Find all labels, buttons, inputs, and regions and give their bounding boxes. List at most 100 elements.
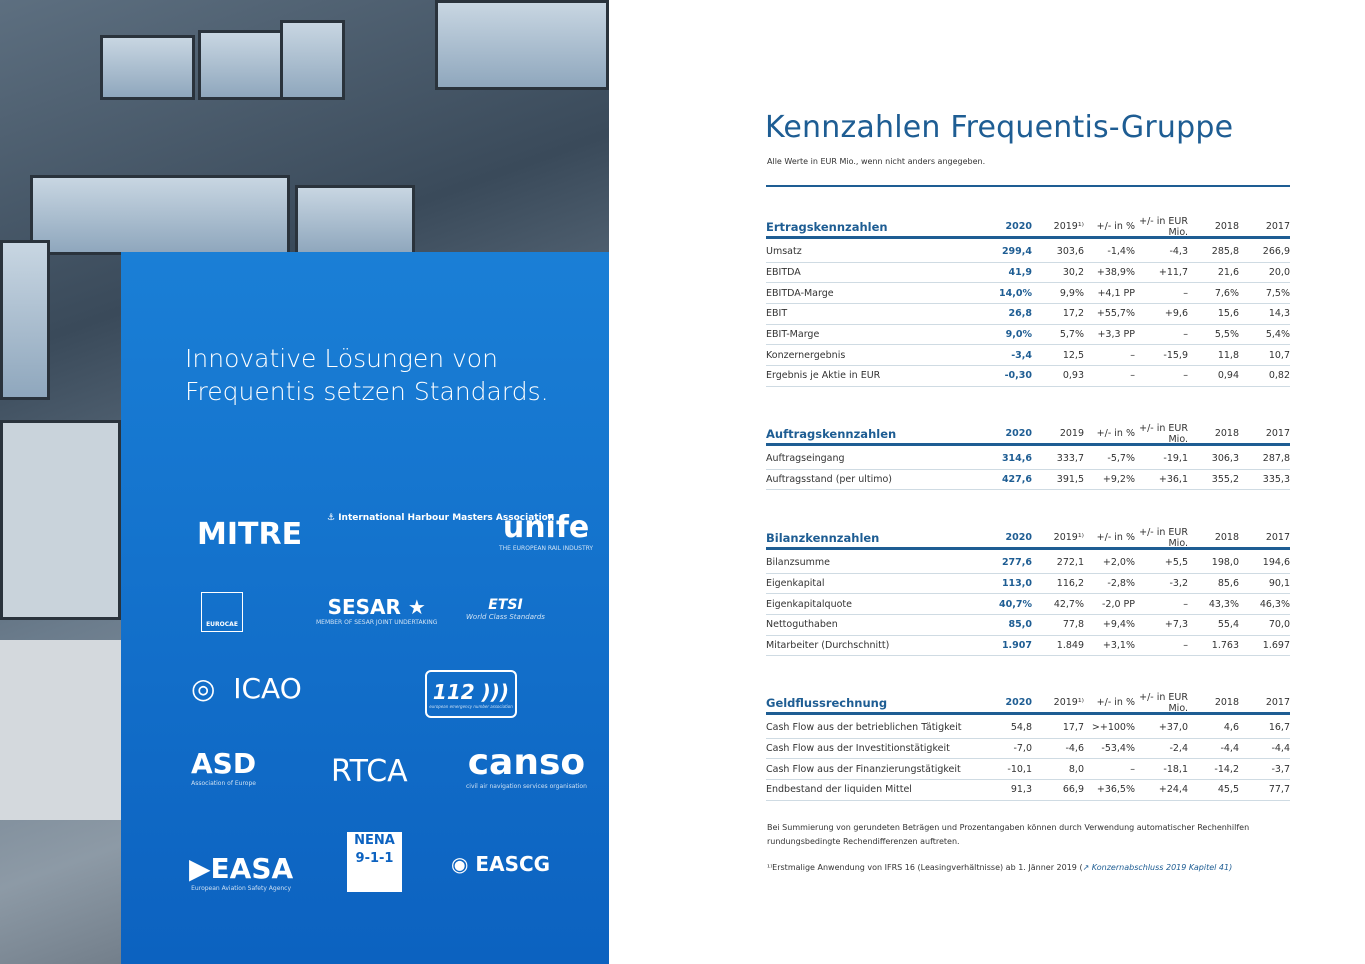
section-title: Auftragskennzahlen	[766, 426, 897, 441]
cell-value: –	[1130, 763, 1135, 775]
sesar-logo: SESAR ★ MEMBER OF SESAR JOINT UNDERTAKING	[316, 595, 438, 626]
column-header: 2017	[1265, 221, 1290, 232]
row-label: Mitarbeiter (Durchschnitt)	[766, 640, 890, 652]
keyboard	[0, 640, 121, 820]
cell-value: 5,4%	[1265, 329, 1290, 341]
column-header: 2018	[1214, 697, 1239, 708]
cell-value: 70,0	[1268, 619, 1290, 631]
cell-value: 66,9	[1062, 784, 1084, 796]
cell-value: 10,7	[1268, 349, 1290, 361]
cell-value: +7,3	[1164, 619, 1188, 631]
cell-value: 12,5	[1062, 349, 1084, 361]
column-header: 2020	[1005, 221, 1032, 232]
cell-value: 116,2	[1056, 578, 1084, 590]
section-title: Bilanzkennzahlen	[766, 530, 880, 545]
tagline-line: Innovative Lösungen von	[185, 344, 498, 373]
video-wall	[435, 0, 609, 90]
cell-value: -4,4	[1220, 743, 1239, 755]
cell-value: 335,3	[1262, 474, 1290, 486]
column-header: 2019¹⁾	[1053, 697, 1084, 708]
cell-value: +3,1%	[1102, 640, 1135, 652]
cell-value: +24,4	[1158, 784, 1188, 796]
cell-value: 40,7%	[999, 598, 1032, 610]
cell-value: -18,1	[1163, 763, 1188, 775]
cell-value: 1.907	[1001, 640, 1032, 652]
harbour-masters-logo: ⚓ International Harbour Masters Associat…	[327, 513, 555, 523]
cell-value: -1,4%	[1107, 246, 1135, 258]
monitor	[0, 240, 50, 400]
cell-value: 46,3%	[1259, 598, 1290, 610]
column-header: 2020	[1005, 428, 1032, 439]
cell-value: -0,30	[1004, 370, 1032, 382]
table-row: Konzernergebnis -3,4 12,5 – -15,9 11,8 10,7	[766, 345, 1290, 367]
cell-value: 0,82	[1268, 370, 1290, 382]
table-row: Cash Flow aus der betrieblichen Tätigkei…	[766, 718, 1290, 739]
table-row: Auftragsstand (per ultimo) 427,6 391,5 +9,2…	[766, 470, 1290, 491]
cell-value: 77,7	[1268, 784, 1290, 796]
tagline: Innovative Lösungen von Frequentis setze…	[185, 342, 549, 408]
cell-value: 4,6	[1223, 722, 1239, 734]
cell-value: 0,94	[1217, 370, 1239, 382]
112-logo: 112 ))) european emergency number associa…	[425, 670, 517, 718]
row-label: Eigenkapitalquote	[766, 598, 852, 610]
column-header: +/- in %	[1096, 221, 1135, 232]
table-row: Auftragseingang 314,6 333,7 -5,7% -19,1 306,3…	[766, 449, 1290, 470]
column-header: 2018	[1214, 532, 1239, 543]
table-ertragskennzahlen: Ertragskennzahlen 2020 2019¹⁾ +/- in % +/- i…	[766, 216, 1290, 387]
laptop-screen	[0, 420, 121, 620]
mitre-logo: MITRE	[197, 517, 303, 552]
row-label: EBITDA	[766, 267, 801, 279]
row-label: EBIT-Marge	[766, 329, 820, 341]
table-header: Bilanzkennzahlen 2020 2019¹⁾ +/- in % +/- in…	[766, 527, 1290, 550]
cell-value: 20,0	[1268, 267, 1290, 279]
row-label: Endbestand der liquiden Mittel	[766, 784, 912, 796]
column-header: 2017	[1265, 428, 1290, 439]
cell-value: 11,8	[1217, 349, 1239, 361]
monitor	[295, 185, 415, 255]
cell-value: 198,0	[1211, 557, 1239, 569]
page-title: Kennzahlen Frequentis-Gruppe	[765, 110, 1234, 145]
cell-value: 7,5%	[1265, 287, 1290, 299]
cell-value: -5,7%	[1107, 453, 1135, 465]
cell-value: 1.763	[1211, 640, 1239, 652]
cell-value: 43,3%	[1208, 598, 1239, 610]
cell-value: -2,0 PP	[1101, 598, 1135, 610]
cell-value: -15,9	[1163, 349, 1188, 361]
cell-value: +11,7	[1158, 267, 1188, 279]
cell-value: 15,6	[1217, 308, 1239, 320]
column-header: 2018	[1214, 428, 1239, 439]
table-auftragskennzahlen: Auftragskennzahlen 2020 2019 +/- in % +/- in…	[766, 422, 1290, 491]
cell-value: 5,7%	[1059, 329, 1084, 341]
column-header: +/- in EUR Mio.	[1139, 422, 1188, 445]
table-row: Umsatz 299,4 303,6 -1,4% -4,3 285,8 266,9	[766, 242, 1290, 263]
section-title: Geldflussrechnung	[766, 695, 888, 710]
cell-value: 299,4	[1001, 246, 1032, 258]
cell-value: 45,5	[1217, 784, 1239, 796]
table-row: Bilanzsumme 277,6 272,1 +2,0% +5,5 198,0 194,6	[766, 553, 1290, 574]
cell-value: –	[1183, 329, 1188, 341]
cell-value: 287,8	[1262, 453, 1290, 465]
column-header: +/- in %	[1096, 428, 1135, 439]
cell-value: -4,4	[1271, 743, 1290, 755]
eascg-logo: ◉ EASCG	[451, 852, 551, 876]
cell-value: 314,6	[1001, 453, 1032, 465]
cell-value: 21,6	[1217, 267, 1239, 279]
cell-value: +36,5%	[1096, 784, 1135, 796]
cell-value: –	[1183, 370, 1188, 382]
monitor	[280, 20, 345, 100]
section-title: Ertragskennzahlen	[766, 219, 888, 234]
cell-value: –	[1183, 640, 1188, 652]
row-label: EBIT	[766, 308, 788, 320]
cell-value: 91,3	[1010, 784, 1032, 796]
cell-value: +9,4%	[1102, 619, 1135, 631]
cell-value: -3,7	[1271, 763, 1290, 775]
cell-value: –	[1183, 598, 1188, 610]
column-header: +/- in EUR Mio.	[1139, 691, 1188, 714]
cell-value: -14,2	[1214, 763, 1239, 775]
cell-value: 85,6	[1217, 578, 1239, 590]
cell-value: 306,3	[1211, 453, 1239, 465]
icao-logo: ◎ ICAO	[191, 672, 302, 705]
cell-value: +37,0	[1158, 722, 1188, 734]
footnote-link[interactable]: ↗ Konzernabschluss 2019 Kapitel 41)	[1082, 863, 1233, 872]
column-header: 2017	[1265, 697, 1290, 708]
